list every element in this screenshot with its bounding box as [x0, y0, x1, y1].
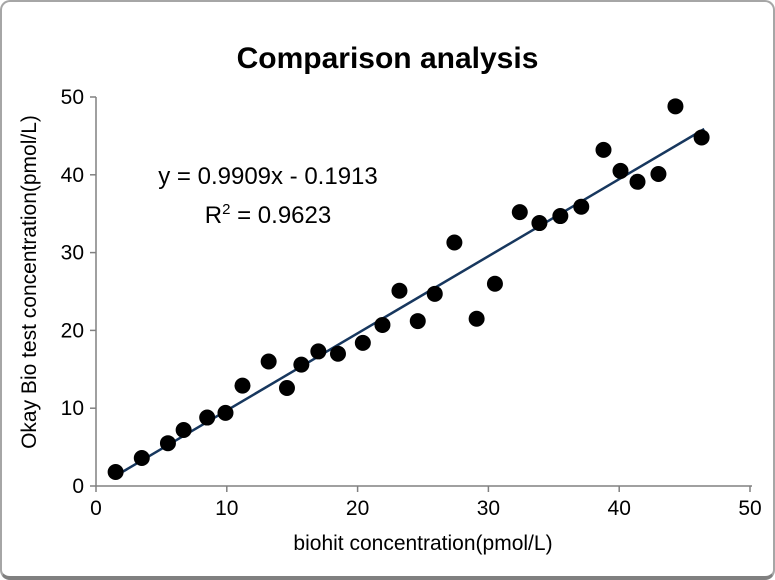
data-point	[531, 215, 548, 232]
data-point	[409, 313, 426, 330]
data-point	[199, 409, 216, 426]
data-point	[234, 377, 251, 394]
x-axis-title: biohit concentration(pmol/L)	[293, 532, 553, 555]
chart-title: Comparison analysis	[236, 42, 539, 75]
data-point	[446, 234, 463, 251]
data-point	[612, 162, 629, 179]
data-point	[217, 404, 234, 421]
data-point	[354, 334, 371, 351]
data-point	[260, 353, 277, 370]
data-point	[552, 208, 569, 225]
r-squared-value: = 0.9623	[230, 202, 332, 229]
trendline-equation: y = 0.9909x - 0.1913	[158, 163, 378, 190]
data-point	[511, 204, 528, 221]
data-point	[310, 343, 327, 360]
data-point	[374, 316, 391, 333]
data-point	[667, 98, 684, 115]
x-tick-label: 20	[346, 497, 369, 520]
x-tick-label: 10	[215, 497, 238, 520]
trendline	[112, 127, 705, 479]
y-axis-title: Okay Bio test concentration(pmol/L)	[18, 115, 41, 449]
data-point	[693, 129, 710, 146]
x-tick-label: 40	[608, 497, 631, 520]
data-point	[468, 310, 485, 327]
trendline-annotation: y = 0.9909x - 0.1913 R2 = 0.9623	[117, 160, 419, 232]
data-point	[486, 275, 503, 292]
data-point	[629, 173, 646, 190]
y-tick-label: 10	[61, 397, 84, 420]
data-point	[426, 285, 443, 302]
x-tick-label: 0	[90, 497, 102, 520]
data-point	[278, 379, 295, 396]
data-point	[107, 463, 124, 480]
y-tick-label: 50	[61, 86, 84, 109]
y-tick-label: 20	[61, 319, 84, 342]
r-squared-label: R2 = 0.9623	[117, 193, 419, 232]
data-point	[650, 166, 667, 183]
data-point	[329, 345, 346, 362]
data-point	[175, 421, 192, 438]
data-point	[573, 198, 590, 215]
data-point	[595, 141, 612, 158]
y-tick-label: 40	[61, 164, 84, 187]
data-point	[391, 282, 408, 299]
x-tick-label: 50	[738, 497, 761, 520]
y-tick-label: 0	[72, 475, 84, 498]
r-squared-base: R	[204, 202, 223, 229]
data-point	[293, 356, 310, 373]
r-squared-exponent: 2	[222, 201, 231, 218]
data-point	[133, 449, 150, 466]
x-tick-label: 30	[477, 497, 500, 520]
data-point	[159, 435, 176, 452]
y-tick-label: 30	[61, 242, 84, 265]
